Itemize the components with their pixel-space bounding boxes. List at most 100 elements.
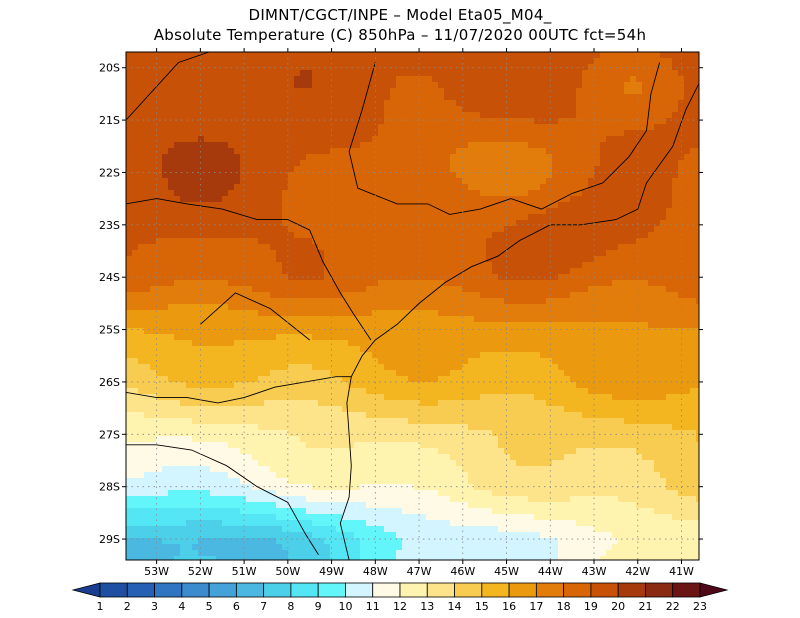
field-cell xyxy=(318,232,325,239)
field-cell xyxy=(594,136,601,143)
field-cell xyxy=(696,112,699,119)
field-cell xyxy=(366,286,373,293)
field-cell xyxy=(354,160,361,167)
field-cell xyxy=(480,334,487,341)
field-cell xyxy=(234,64,241,71)
field-cell xyxy=(252,136,259,143)
field-cell xyxy=(558,256,565,263)
field-cell xyxy=(582,178,589,185)
field-cell xyxy=(270,208,277,215)
field-cell xyxy=(678,328,685,335)
field-cell xyxy=(576,346,583,353)
field-cell xyxy=(294,244,301,251)
field-cell xyxy=(192,190,199,197)
field-cell xyxy=(432,214,439,221)
field-cell xyxy=(438,280,445,287)
field-cell xyxy=(408,136,415,143)
field-cell xyxy=(270,214,277,221)
field-cell xyxy=(336,58,343,65)
field-cell xyxy=(462,106,469,113)
field-cell xyxy=(396,286,403,293)
field-cell xyxy=(546,214,553,221)
field-cell xyxy=(318,298,325,305)
field-cell xyxy=(606,64,613,71)
field-cell xyxy=(570,202,577,209)
field-cell xyxy=(390,238,397,245)
field-cell xyxy=(174,196,181,203)
field-cell xyxy=(138,220,145,227)
field-cell xyxy=(612,112,619,119)
field-cell xyxy=(402,232,409,239)
field-cell xyxy=(516,220,523,227)
field-cell xyxy=(240,262,247,269)
field-cell xyxy=(408,304,415,311)
field-cell xyxy=(312,136,319,143)
field-cell xyxy=(426,76,433,83)
field-cell xyxy=(516,214,523,221)
field-cell xyxy=(672,328,679,335)
field-cell xyxy=(504,190,511,197)
field-cell xyxy=(432,82,439,89)
field-cell xyxy=(384,118,391,125)
field-cell xyxy=(516,250,523,257)
field-cell xyxy=(414,292,421,299)
field-cell xyxy=(408,346,415,353)
field-cell xyxy=(156,70,163,77)
field-cell xyxy=(210,244,217,251)
field-cell xyxy=(558,202,565,209)
field-cell xyxy=(222,166,229,173)
field-cell xyxy=(354,154,361,161)
field-cell xyxy=(690,232,697,239)
field-cell xyxy=(654,316,661,323)
field-cell xyxy=(300,328,307,335)
field-cell xyxy=(690,118,697,125)
field-cell xyxy=(180,130,187,137)
field-cell xyxy=(672,352,679,359)
field-cell xyxy=(558,178,565,185)
field-cell xyxy=(138,286,145,293)
field-cell xyxy=(528,196,535,203)
field-cell xyxy=(426,256,433,263)
field-cell xyxy=(294,214,301,221)
field-cell xyxy=(336,226,343,233)
field-cell xyxy=(306,58,313,65)
field-cell xyxy=(438,82,445,89)
field-cell xyxy=(258,196,265,203)
field-cell xyxy=(168,190,175,197)
field-cell xyxy=(216,298,223,305)
field-cell xyxy=(654,142,661,149)
field-cell xyxy=(684,358,691,365)
field-cell xyxy=(372,124,379,131)
field-cell xyxy=(462,130,469,137)
field-cell xyxy=(660,112,667,119)
field-cell xyxy=(576,178,583,185)
field-cell xyxy=(414,328,421,335)
field-cell xyxy=(192,226,199,233)
field-cell xyxy=(270,286,277,293)
field-cell xyxy=(480,202,487,209)
field-cell xyxy=(462,112,469,119)
field-cell xyxy=(606,238,613,245)
field-cell xyxy=(270,340,277,347)
field-cell xyxy=(318,64,325,71)
field-cell xyxy=(654,220,661,227)
field-cell xyxy=(390,334,397,341)
field-cell xyxy=(498,352,505,359)
field-cell xyxy=(606,334,613,341)
field-cell xyxy=(270,124,277,131)
field-cell xyxy=(516,316,523,323)
field-cell xyxy=(252,346,259,353)
field-cell xyxy=(408,106,415,113)
field-cell xyxy=(594,316,601,323)
field-cell xyxy=(558,76,565,83)
field-cell xyxy=(270,298,277,305)
field-cell xyxy=(492,154,499,161)
field-cell xyxy=(330,88,337,95)
field-cell xyxy=(342,70,349,77)
field-cell xyxy=(444,88,451,95)
field-cell xyxy=(534,262,541,269)
field-cell xyxy=(696,172,699,179)
field-cell xyxy=(558,220,565,227)
field-cell xyxy=(198,280,205,287)
field-cell xyxy=(498,88,505,95)
